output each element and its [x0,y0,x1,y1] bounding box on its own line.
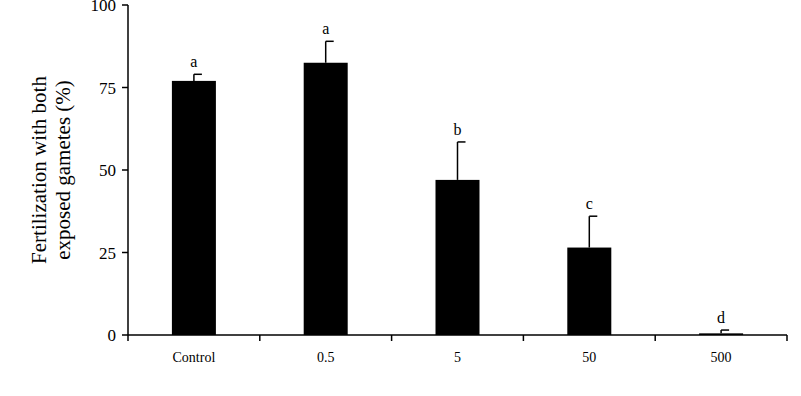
significance-letter: b [454,121,462,138]
error-stem [325,41,327,62]
bar [172,81,216,335]
error-bar [194,74,202,81]
y-tick [122,4,128,6]
error-stem [193,74,195,81]
bar [567,248,611,335]
y-tick-label: 75 [99,79,116,98]
y-tick-label: 100 [91,0,117,15]
x-tick [654,335,656,341]
x-axis [128,334,787,336]
error-cap [326,41,334,43]
error-stem [457,142,459,180]
significance-letter: d [717,309,725,326]
error-cap [721,329,729,331]
x-tick-label: 0.5 [317,350,335,365]
y-tick [122,334,128,336]
error-bar [458,142,466,180]
y-tick-label: 25 [99,244,116,263]
y-tick [122,169,128,171]
y-axis-label: Fertilization with both [27,76,51,264]
significance-letter: a [190,53,197,70]
y-tick [122,252,128,254]
bar [436,180,480,335]
y-tick [122,87,128,89]
x-tick [259,335,261,341]
bars [172,41,743,335]
y-tick-label: 0 [108,326,117,345]
error-stem [589,216,591,247]
error-bar [589,216,597,247]
error-cap [589,215,597,217]
error-bar [326,41,334,62]
x-tick [391,335,393,341]
error-cap [458,141,466,143]
x-tick-label: Control [173,350,216,365]
y-axis-label: exposed gametes (%) [51,80,75,260]
x-tick [786,335,788,341]
error-bar [721,330,729,333]
x-tick-label: 500 [711,350,732,365]
x-tick-label: 50 [582,350,596,365]
error-cap [194,74,202,76]
y-tick-label: 50 [99,161,116,180]
x-tick-label: 5 [454,350,461,365]
significance-letter: c [586,195,593,212]
x-tick [523,335,525,341]
significance-letter: a [322,20,329,37]
x-tick [127,335,129,341]
bar [304,63,348,335]
chart: a a b c d 0 25 50 75 100 Control 0.5 5 50 500 Fertiliza… [0,0,801,396]
